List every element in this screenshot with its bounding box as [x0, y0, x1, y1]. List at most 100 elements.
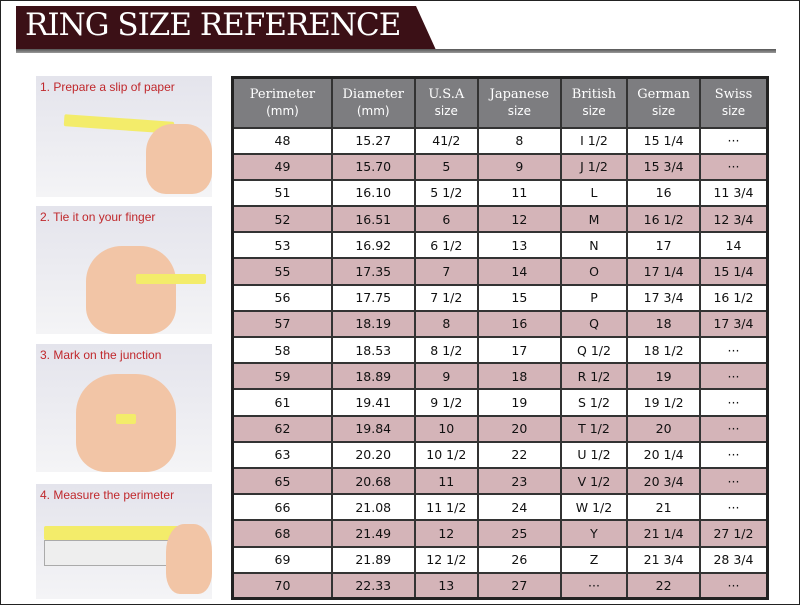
table-cell: 11 3/4 [698, 178, 769, 208]
table-cell: Z [559, 545, 629, 574]
table-cell: P [559, 283, 629, 312]
table-cell: J 1/2 [559, 152, 629, 181]
table-cell: 25 [477, 519, 562, 548]
table-cell: I 1/2 [559, 126, 629, 155]
paper-slip-image [44, 526, 194, 540]
table-row: 62 19.84 10 20 T 1/2 20 ··· [231, 414, 769, 443]
table-cell: 70 [231, 571, 333, 600]
table-cell: 19.41 [330, 388, 416, 417]
table-row: 70 22.33 13 27 ··· 22 ··· [231, 571, 769, 600]
table-cell: 15.70 [330, 152, 416, 181]
table-cell: 49 [231, 152, 333, 181]
table-cell: 48 [231, 126, 333, 155]
table-cell: ··· [698, 335, 769, 365]
table-cell: 24 [477, 493, 562, 522]
table-cell: ··· [698, 440, 769, 469]
table-cell: 20 1/4 [626, 440, 701, 469]
table-cell: 21 3/4 [626, 545, 701, 574]
table-cell: 8 1/2 [413, 335, 480, 365]
ring-size-table: Perimeter (mm) Diameter (mm) U.S.A size Japane… [231, 76, 769, 601]
step-4-panel: 4. Measure the perimeter [36, 484, 212, 599]
column-header-unit: size [582, 103, 606, 118]
table-cell: 61 [231, 388, 333, 417]
table-cell: 19 [477, 388, 562, 417]
table-cell: 17.75 [330, 283, 416, 312]
table-cell: 18.19 [330, 309, 416, 339]
table-cell: 51 [231, 178, 333, 208]
table-cell: ··· [698, 388, 769, 417]
table-row: 69 21.89 12 1/2 26 Z 21 3/4 28 3/4 [231, 545, 769, 574]
table-cell: 22.33 [330, 571, 416, 600]
table-row: 51 16.10 5 1/2 11 L 16 11 3/4 [231, 178, 769, 208]
table-cell: 17 1/4 [626, 257, 701, 286]
table-cell: 6 [413, 205, 480, 234]
table-cell: 19 [626, 362, 701, 391]
table-cell: 20 [477, 414, 562, 443]
table-cell: 23 [477, 466, 562, 496]
column-header: Japanese size [477, 76, 562, 129]
table-cell: 62 [231, 414, 333, 443]
table-cell: 15 1/4 [626, 126, 701, 155]
table-cell: 9 [413, 362, 480, 391]
table-cell: 17 [477, 335, 562, 365]
table-cell: 7 [413, 257, 480, 286]
table-cell: 16 1/2 [698, 283, 769, 312]
table-cell: 18.53 [330, 335, 416, 365]
table-cell: 16.92 [330, 231, 416, 260]
table-row: 63 20.20 10 1/2 22 U 1/2 20 1/4 ··· [231, 440, 769, 469]
column-header-unit: size [651, 103, 676, 118]
table-cell: 52 [231, 205, 333, 234]
title-banner [16, 6, 436, 50]
column-header-unit: (mm) [266, 103, 299, 118]
table-cell: 15 3/4 [626, 152, 701, 181]
page-title: RING SIZE REFERENCE [25, 7, 401, 43]
table-cell: 53 [231, 231, 333, 260]
table-cell: 55 [231, 257, 333, 286]
table-cell: 17 3/4 [626, 283, 701, 312]
table-cell: 17.35 [330, 257, 416, 286]
table-cell: L [559, 178, 629, 208]
paper-slip-image [116, 414, 136, 424]
table-cell: 10 1/2 [413, 440, 480, 469]
step-label: 3. Mark on the junction [40, 348, 162, 362]
column-header-title: U.S.A [428, 86, 465, 102]
table-row: 68 21.49 12 25 Y 21 1/4 27 1/2 [231, 519, 769, 548]
table-cell: N [559, 231, 629, 260]
table-cell: 18.89 [330, 362, 416, 391]
table-cell: 20.20 [330, 440, 416, 469]
column-header: U.S.A size [413, 76, 480, 129]
table-cell: 66 [231, 493, 333, 522]
table-cell: 59 [231, 362, 333, 391]
table-row: 48 15.27 41/2 8 I 1/2 15 1/4 ··· [231, 126, 769, 155]
column-header-title: German [637, 86, 690, 102]
table-cell: 63 [231, 440, 333, 469]
table-cell: 19.84 [330, 414, 416, 443]
step-2-panel: 2. Tie it on your finger [36, 206, 212, 334]
table-cell: M [559, 205, 629, 234]
column-header-unit: (mm) [356, 103, 390, 118]
table-cell: 14 [477, 257, 562, 286]
table-row: 56 17.75 7 1/2 15 P 17 3/4 16 1/2 [231, 283, 769, 312]
table-row: 57 18.19 8 16 Q 18 17 3/4 [231, 309, 769, 339]
column-header: German size [626, 76, 701, 129]
table-cell: 8 [413, 309, 480, 339]
table-row: 58 18.53 8 1/2 17 Q 1/2 18 1/2 ··· [231, 335, 769, 365]
table-cell: ··· [698, 466, 769, 496]
table-cell: 57 [231, 309, 333, 339]
table-cell: Y [559, 519, 629, 548]
table-cell: 12 [413, 519, 480, 548]
table-cell: 18 [626, 309, 701, 339]
column-header-title: British [571, 86, 617, 102]
paper-slip-image [136, 274, 206, 284]
table-cell: 6 1/2 [413, 231, 480, 260]
column-header-unit: size [434, 103, 458, 118]
table-cell: 15.27 [330, 126, 416, 155]
table-row: 53 16.92 6 1/2 13 N 17 14 [231, 231, 769, 260]
column-header-title: Japanese [489, 86, 550, 102]
title-divider [16, 49, 776, 53]
hand-image [86, 246, 176, 334]
table-cell: R 1/2 [559, 362, 629, 391]
table-cell: 28 3/4 [698, 545, 769, 574]
table-cell: 10 [413, 414, 480, 443]
table-cell: 58 [231, 335, 333, 365]
